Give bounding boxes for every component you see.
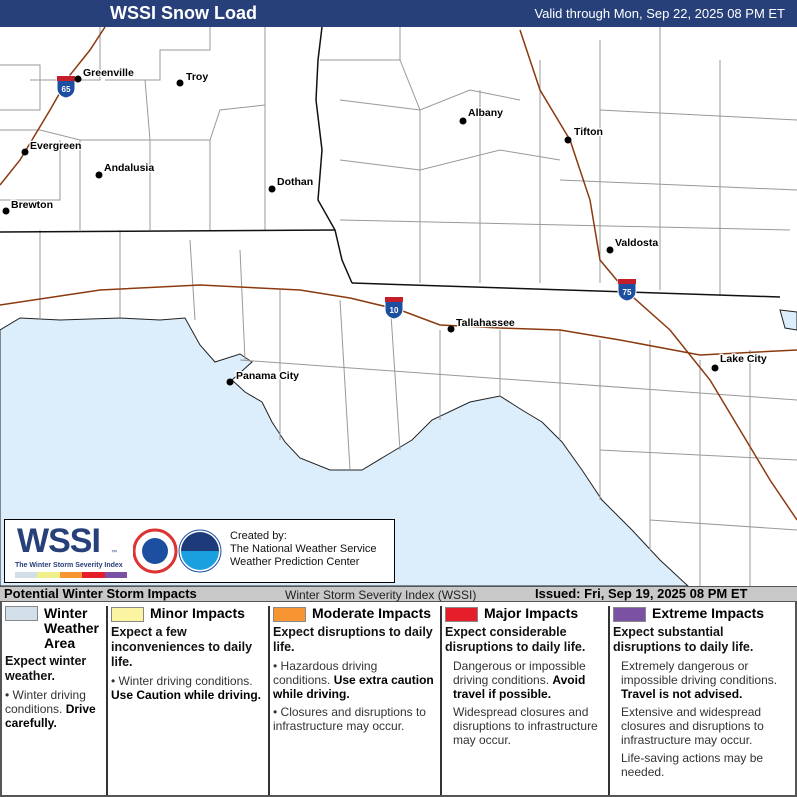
- legend-bullet: Life-saving actions may be needed.: [621, 751, 764, 780]
- legend-moderate-impacts: Moderate Impacts Expect disruptions to d…: [268, 606, 440, 795]
- east-water: [779, 309, 797, 331]
- major-swatch: [445, 607, 478, 623]
- org-wpc: Weather Prediction Center: [230, 556, 360, 568]
- wssi-logo-subtitle: The Winter Storm Severity Index: [15, 562, 123, 569]
- wssi-color-bar: [15, 572, 128, 578]
- legend-item-title: Major Impacts: [484, 605, 579, 621]
- city-label: Dothan: [277, 176, 313, 188]
- legend-bullet: • Winter driving conditions. Drive caref…: [5, 688, 96, 730]
- i-10-route: [0, 284, 797, 356]
- city-label: Lake City: [720, 353, 767, 365]
- legend-item-title: Moderate Impacts: [312, 605, 432, 621]
- moderate-swatch: [273, 607, 306, 623]
- legend-bullet: Extremely dangerous or impossible drivin…: [621, 659, 778, 702]
- index-name: Winter Storm Severity Index (WSSI): [285, 588, 477, 602]
- legend-expect: Expect a few inconveniences to daily lif…: [111, 625, 253, 670]
- i-65-number: 65: [62, 85, 71, 94]
- legend-expect: Expect disruptions to daily life.: [273, 625, 433, 655]
- legend-bullet: • Closures and disruptions to infrastruc…: [273, 705, 426, 734]
- legend-expect: Expect winter weather.: [5, 654, 87, 683]
- minor-swatch: [111, 607, 144, 623]
- legend-expect: Expect considerable disruptions to daily…: [445, 625, 586, 655]
- legend-bullet: • Hazardous driving conditions. Use extr…: [273, 659, 434, 702]
- city-label: Brewton: [11, 199, 53, 211]
- legend-major-impacts: Major Impacts Expect considerable disrup…: [440, 606, 608, 795]
- legend-bullet: Extensive and widespread closures and di…: [621, 705, 764, 748]
- i-75-number: 75: [623, 288, 632, 297]
- city-label: Tifton: [574, 126, 603, 138]
- i-10-number: 10: [390, 306, 399, 315]
- legend-item-title: Extreme Impacts: [652, 605, 765, 621]
- created-by-label: Created by:: [230, 530, 287, 542]
- issued-time: Issued: Fri, Sep 19, 2025 08 PM ET: [535, 586, 748, 601]
- interstate-shields: 65 10 75: [56, 75, 637, 320]
- wssi-logo: WSSI: [17, 522, 101, 560]
- city-label: Troy: [186, 71, 208, 83]
- legend-bullet: • Winter driving conditions. Use Caution…: [111, 674, 262, 703]
- i-65-shield: 65: [56, 75, 76, 99]
- nws-noaa-logos: [133, 528, 222, 574]
- impact-legend: Winter Weather Area Expect winter weathe…: [0, 602, 797, 797]
- map-title: WSSI Snow Load: [110, 3, 257, 23]
- city-label: Evergreen: [30, 140, 81, 152]
- title-bar: WSSI Snow Load Valid through Mon, Sep 22…: [0, 0, 797, 27]
- legend-item-title: Minor Impacts: [150, 605, 245, 621]
- i-75-shield: 75: [617, 278, 637, 302]
- cities: Greenville Troy Evergreen Andalusia Doth…: [2, 66, 768, 386]
- city-label: Greenville: [83, 67, 134, 79]
- winter-swatch: [5, 606, 38, 621]
- city-label: Albany: [468, 107, 503, 119]
- legend-bullet: Dangerous or impossible driving conditio…: [453, 659, 586, 702]
- wssi-credit-box: WSSI ™ The Winter Storm Severity Index C…: [4, 519, 395, 583]
- city-label: Valdosta: [615, 237, 658, 249]
- trademark-mark: ™: [111, 550, 117, 556]
- legend-minor-impacts: Minor Impacts Expect a few inconvenience…: [106, 606, 268, 795]
- org-nws: The National Weather Service: [230, 543, 377, 555]
- legend-bullet: Widespread closures and disruptions to i…: [453, 705, 598, 748]
- legend-title: Potential Winter Storm Impacts: [4, 586, 197, 601]
- extreme-swatch: [613, 607, 646, 623]
- snow-load-map: 65 10 75 Greenville Troy Evergreen Andal…: [0, 27, 797, 586]
- legend-winter-weather-area: Winter Weather Area Expect winter weathe…: [2, 606, 106, 795]
- valid-time: Valid through Mon, Sep 22, 2025 08 PM ET: [534, 6, 785, 21]
- legend-expect: Expect substantial disruptions to daily …: [613, 625, 754, 655]
- city-label: Andalusia: [104, 162, 154, 174]
- state-boundaries: [0, 27, 781, 298]
- city-label: Tallahassee: [456, 317, 515, 329]
- city-label: Panama City: [236, 370, 299, 382]
- i-10-shield: 10: [384, 296, 404, 320]
- legend-item-title: Winter Weather Area: [44, 605, 99, 651]
- county-boundaries: [0, 27, 797, 586]
- legend-extreme-impacts: Extreme Impacts Expect substantial disru…: [608, 606, 797, 795]
- legend-header: Potential Winter Storm Impacts Winter St…: [0, 586, 797, 602]
